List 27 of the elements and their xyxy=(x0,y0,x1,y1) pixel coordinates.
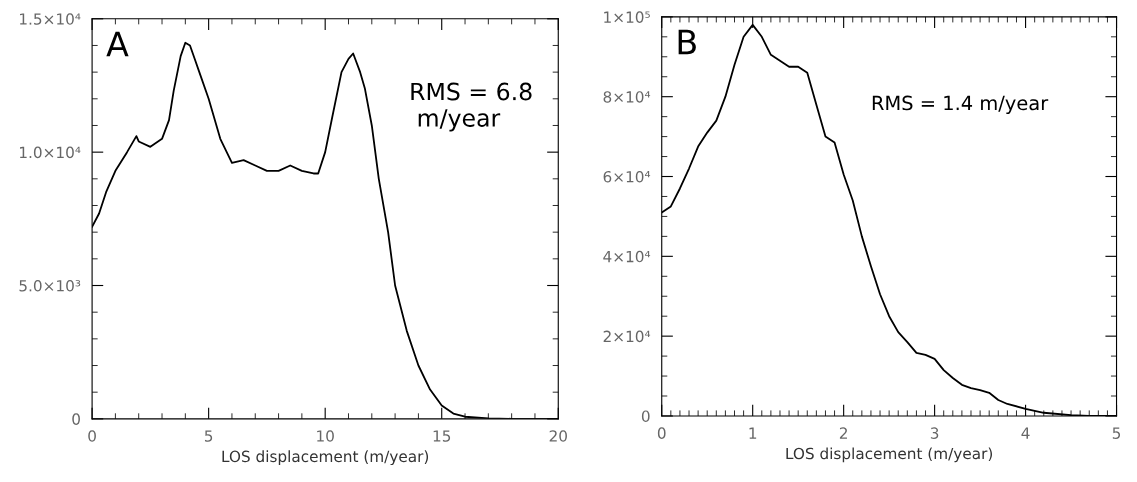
x-tick-label: 20 xyxy=(549,430,567,442)
annotation: RMS = 1.4 m/year xyxy=(872,95,1049,115)
x-tick-label: 3 xyxy=(930,427,939,439)
y-tick-label: 4×10⁴ xyxy=(603,250,651,263)
x-tick-label: 0 xyxy=(657,427,666,439)
y-tick-label: 0 xyxy=(72,413,80,425)
y-tick-label: 1×10⁵ xyxy=(604,11,650,23)
x-tick-label: 1 xyxy=(749,427,757,439)
annotation: RMS = 6.8 m/year xyxy=(411,82,532,132)
y-tick-label: 6×10⁴ xyxy=(603,170,651,183)
x-tick-label: 4 xyxy=(1021,427,1030,439)
x-axis-title: LOS displacement (m/year) xyxy=(786,447,993,463)
x-tick-label: 15 xyxy=(433,430,451,442)
y-tick-label: 1.0×10⁴ xyxy=(20,146,81,159)
y-tick-label: 2×10⁴ xyxy=(603,330,651,343)
annotation: B xyxy=(678,29,696,55)
annotation: A xyxy=(106,31,129,57)
y-tick-label: 5.0×10³ xyxy=(19,279,81,292)
y-tick-label: 8×10⁴ xyxy=(603,91,651,103)
x-tick-label: 5 xyxy=(204,430,213,442)
x-axis-title: LOS displacement (m/year) xyxy=(222,450,429,466)
x-tick-label: 10 xyxy=(317,430,334,442)
x-tick-label: 0 xyxy=(88,430,96,442)
y-tick-label: 0 xyxy=(641,410,650,422)
y-tick-label: 1.5×10⁴ xyxy=(20,13,81,25)
x-tick-label: 2 xyxy=(839,427,847,439)
x-tick-label: 5 xyxy=(1112,427,1121,439)
